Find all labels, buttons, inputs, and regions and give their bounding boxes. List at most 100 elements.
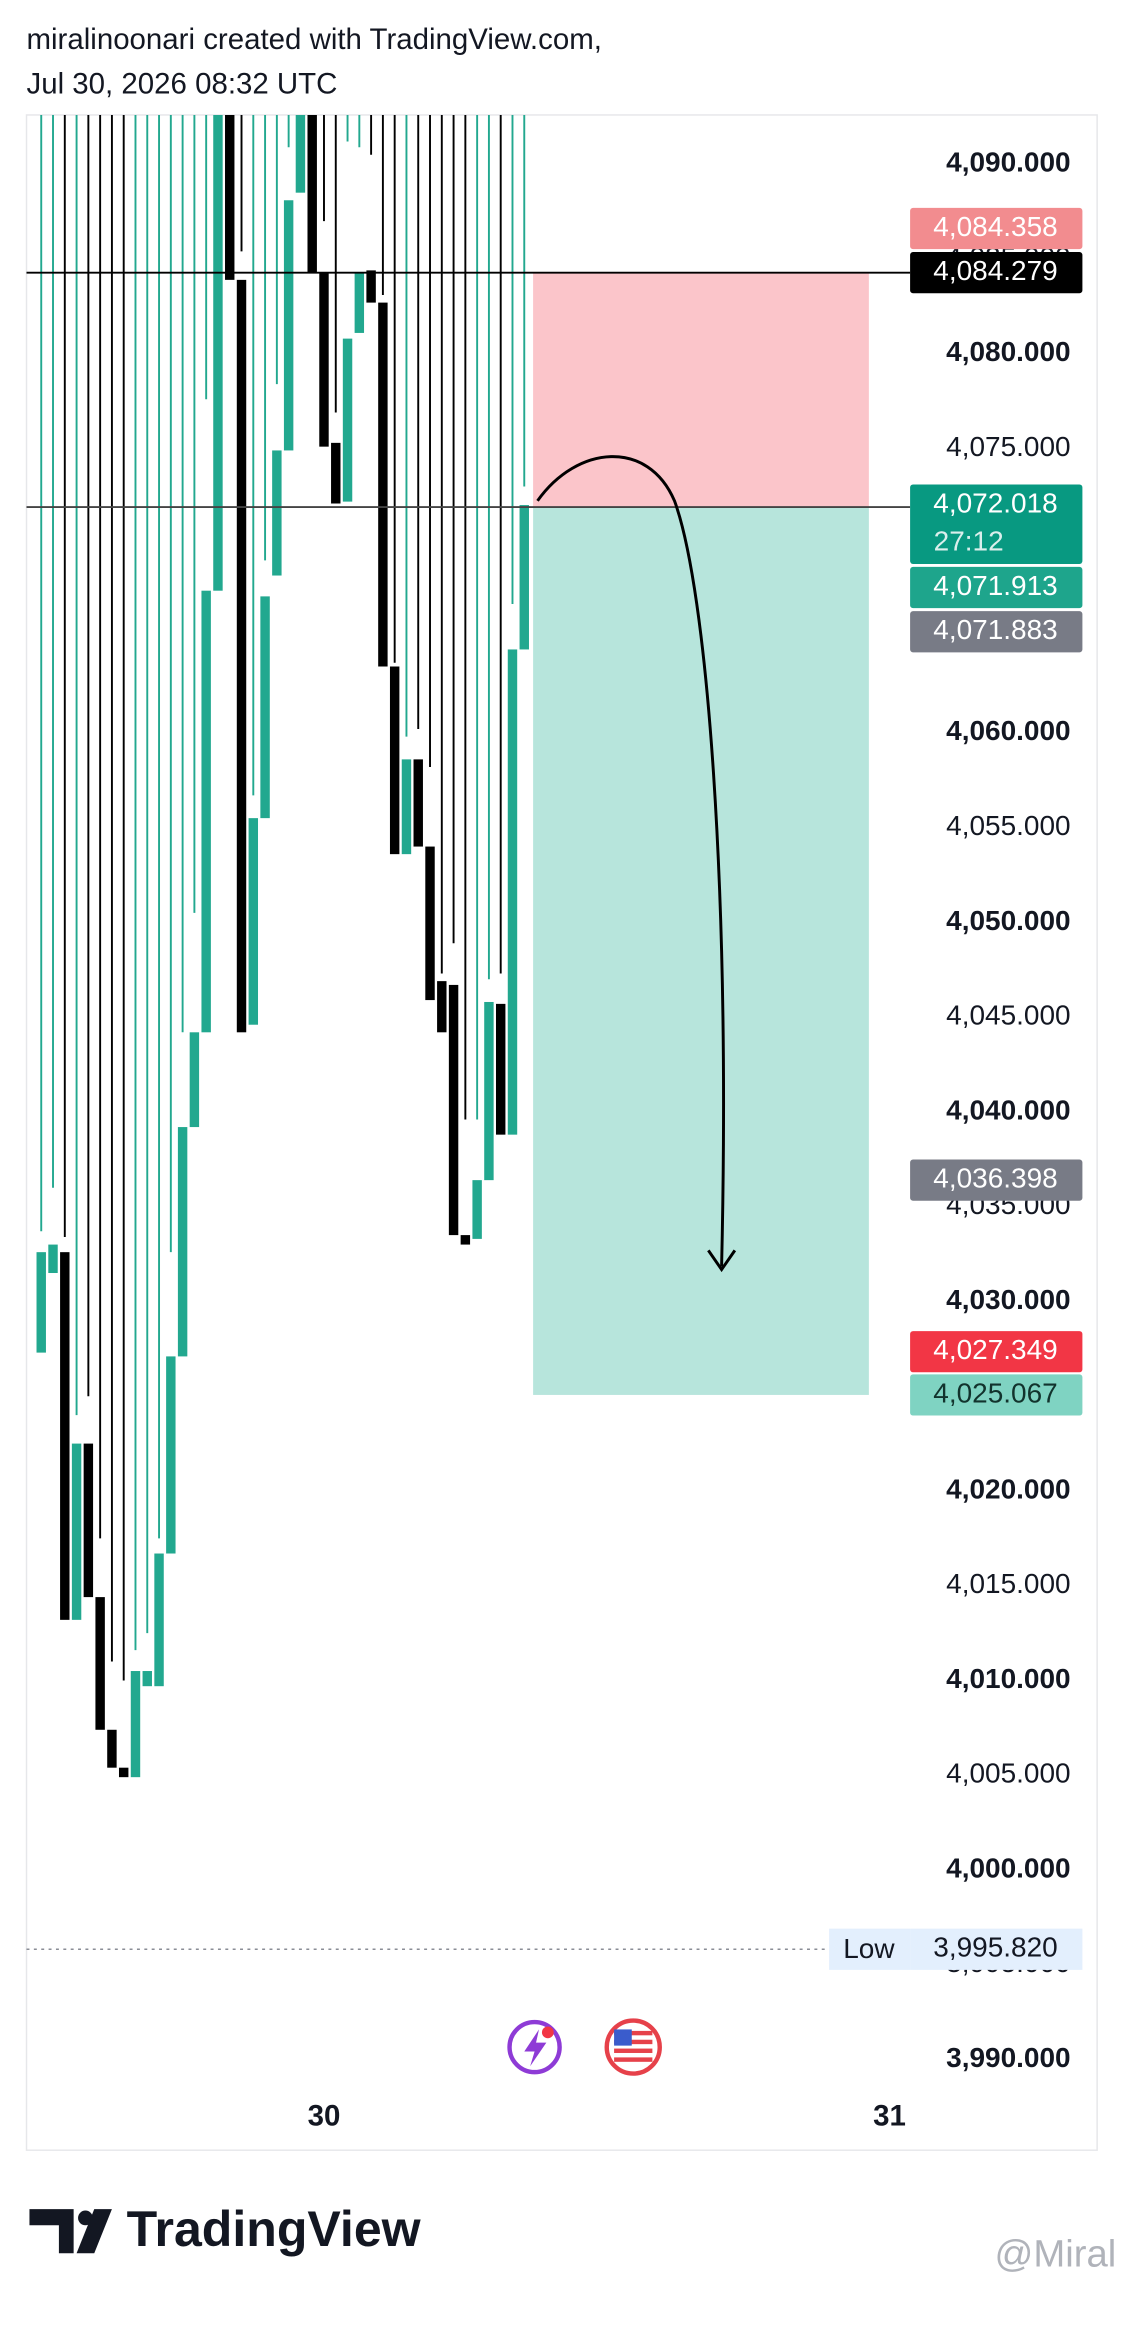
low-tag: Low: [843, 1933, 895, 1964]
candle-body: [472, 1180, 482, 1239]
badge-label: 4,027.349: [933, 1334, 1057, 1365]
candle-body: [425, 846, 435, 1001]
low-badge-label: 3,995.820: [933, 1932, 1057, 1963]
badge-label: 4,071.883: [933, 614, 1057, 645]
candle-body: [36, 1252, 46, 1353]
y-tick-label: 4,060.000: [946, 715, 1070, 746]
y-tick-label: 4,055.000: [946, 810, 1070, 841]
y-tick-label: 4,080.000: [946, 336, 1070, 367]
candle-body: [389, 666, 400, 855]
badge-box: [910, 1374, 1083, 1416]
badge-box: [910, 566, 1083, 609]
y-tick-label: 4,075.000: [946, 431, 1070, 462]
badge-box: [910, 611, 1083, 653]
overlay: [536, 455, 737, 1273]
candle-body: [460, 1235, 471, 1245]
y-tick-label: 4,015.000: [946, 1568, 1070, 1599]
candle-body: [71, 1443, 82, 1620]
stop-zone: [533, 272, 869, 508]
y-tick-label: 4,040.000: [946, 1094, 1070, 1125]
candle-body: [272, 450, 282, 576]
candle-body: [295, 114, 306, 193]
candle-body: [166, 1356, 176, 1554]
event-icon[interactable]: [507, 2019, 562, 2075]
candle-body: [48, 1244, 58, 1274]
badge-box: [910, 252, 1083, 294]
y-tick-label: 4,090.000: [946, 147, 1070, 178]
candle-body: [154, 1553, 164, 1687]
price-badge: 4,025.067: [910, 1374, 1083, 1416]
header-line: miralinoonari created with TradingView.c…: [27, 23, 602, 56]
candle-body: [484, 1001, 494, 1181]
watermark: @Miral: [995, 2232, 1117, 2275]
candle-body: [236, 279, 247, 1033]
candle-body: [213, 114, 223, 591]
y-tick-label: 4,030.000: [946, 1284, 1070, 1315]
badge-box: [910, 1331, 1083, 1373]
price-badge: 4,071.883: [910, 611, 1083, 653]
flag-icon[interactable]: [604, 2018, 662, 2076]
y-tick-label: 4,045.000: [946, 1000, 1070, 1031]
chart-frame: [25, 114, 1098, 2151]
badge-label: 4,084.279: [933, 255, 1057, 286]
badge-countdown: 27:12: [934, 526, 1004, 557]
badge-label: 4,071.913: [933, 570, 1057, 601]
arrow-head: [707, 1249, 737, 1273]
badge-label: 4,036.398: [933, 1163, 1057, 1194]
badge-label: 4,072.018: [933, 487, 1057, 518]
brand-name: TradingView: [127, 2201, 422, 2257]
candle-body: [331, 442, 341, 504]
candle-body: [413, 759, 423, 847]
candle-body: [342, 338, 353, 502]
badge-label: 4,084.358: [933, 211, 1057, 242]
y-tick-label: 4,020.000: [946, 1473, 1070, 1504]
candle-body: [495, 1003, 506, 1135]
badge-label: 4,025.067: [933, 1377, 1057, 1408]
candle-body: [107, 1729, 117, 1768]
badge-box: [910, 1159, 1083, 1201]
badge-box: [910, 484, 1083, 564]
low-tag-box: [829, 1928, 911, 1970]
y-tick-label: 4,005.000: [946, 1758, 1070, 1789]
low-badge-box: [910, 1928, 1083, 1970]
price-badge: 4,036.398: [910, 1159, 1083, 1201]
y-tick-label: 4,010.000: [946, 1663, 1070, 1694]
candle-body: [83, 1443, 94, 1598]
y-tick-label: 4,000.000: [946, 1852, 1070, 1883]
y-tick-label: 4,050.000: [946, 905, 1070, 936]
arrow-curve: [536, 455, 725, 1267]
candle-body: [201, 590, 211, 1033]
candle-body: [177, 1127, 188, 1357]
candle-body: [366, 270, 376, 303]
candle-body: [378, 302, 388, 667]
candle-body: [448, 984, 459, 1236]
candle-body: [283, 200, 294, 451]
candle-body: [401, 759, 412, 855]
candle-body: [248, 818, 259, 1025]
price-badge: 4,027.349: [910, 1331, 1083, 1373]
price-badge: 4,084.358: [910, 207, 1083, 250]
candle-body: [142, 1671, 152, 1687]
header-line: Jul 30, 2026 08:32 UTC: [27, 67, 338, 100]
candle-body: [319, 272, 329, 447]
candle-body: [130, 1671, 141, 1778]
candle-body: [437, 981, 447, 1033]
badge-box: [910, 207, 1083, 250]
candle-body: [307, 114, 317, 273]
brand-logo: [29, 2209, 112, 2254]
target-zone: [533, 507, 869, 1395]
y-tick-label: 3,990.000: [946, 2042, 1070, 2073]
candle-body: [225, 114, 235, 280]
candle-body: [260, 596, 270, 819]
candle-body: [118, 1767, 129, 1778]
x-tick-label: 30: [308, 2100, 341, 2133]
candle-body: [60, 1252, 70, 1620]
price-badge: 4,072.018 27:12: [910, 484, 1083, 564]
price-badge: 4,071.913: [910, 566, 1083, 609]
candle-body: [354, 272, 365, 333]
price-axis: 4,090.0004,085.0004,080.0004,075.0004,07…: [308, 147, 1083, 2133]
candle-body: [519, 505, 529, 650]
candle-body: [189, 1032, 200, 1128]
plot-area: [26, 114, 911, 1950]
